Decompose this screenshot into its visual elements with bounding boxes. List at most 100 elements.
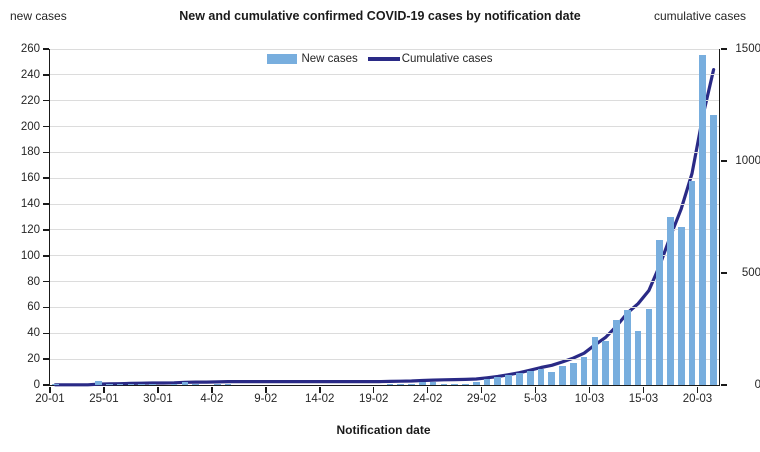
left-axis-tick-label: 40 (27, 327, 40, 340)
x-axis-tick-label: 5-03 (524, 393, 548, 405)
bar (181, 382, 189, 385)
x-axis-tick-label: 4-02 (200, 393, 224, 405)
left-axis-tick (42, 229, 49, 231)
gridline (50, 332, 719, 334)
left-axis-tick-label: 160 (20, 172, 40, 185)
bar (451, 383, 458, 385)
bar (408, 383, 415, 385)
bar (213, 383, 221, 385)
right-axis-tick (720, 272, 727, 274)
bar (516, 373, 523, 385)
bar (548, 372, 556, 385)
x-axis-tick-label: 30-01 (143, 393, 173, 405)
bar (699, 55, 707, 385)
bar (667, 217, 674, 385)
bar (418, 382, 426, 385)
left-axis-tick-label: 100 (20, 249, 40, 262)
gridline (50, 281, 719, 283)
gridline (50, 229, 719, 231)
right-axis-tick (720, 384, 727, 386)
left-axis-tick-label: 240 (20, 68, 40, 81)
bar (645, 308, 653, 385)
bar (386, 383, 394, 385)
x-axis-tick (49, 386, 51, 393)
bar (494, 377, 502, 385)
left-axis-tick (42, 255, 49, 257)
left-axis-tick-label: 180 (20, 146, 40, 159)
x-axis-tick (103, 386, 105, 393)
x-axis-tick (157, 386, 159, 393)
legend-label-cumulative-cases: Cumulative cases (401, 53, 493, 65)
bar (526, 370, 534, 385)
bar (440, 383, 448, 385)
x-axis-tick-label: 20-01 (35, 393, 65, 405)
legend: New cases Cumulative cases (0, 53, 760, 65)
gridline (50, 255, 719, 257)
x-axis-tick (265, 386, 267, 393)
bar (537, 369, 545, 385)
bar (559, 365, 566, 385)
left-axis-tick (42, 306, 49, 309)
left-axis-tick (42, 177, 49, 179)
left-axis-tick-label: 0 (33, 379, 40, 391)
right-axis-tick-label: 1000 (735, 155, 760, 167)
x-axis-tick (372, 386, 375, 393)
bar (580, 356, 588, 385)
x-axis-tick-label: 24-02 (412, 393, 443, 405)
bar (429, 382, 437, 385)
bar (710, 114, 717, 385)
left-axis-tick (42, 74, 49, 76)
bar (688, 180, 696, 385)
left-axis-tick-label: 80 (27, 275, 40, 288)
bar (591, 337, 599, 385)
bar (52, 383, 59, 385)
bar (224, 383, 232, 385)
right-axis-tick-label: 500 (741, 267, 760, 279)
right-axis-tick (720, 160, 727, 162)
left-axis-tick-label: 220 (20, 94, 40, 107)
x-axis-tick (588, 386, 591, 393)
x-axis-tick (426, 386, 429, 393)
left-axis-tick-label: 200 (20, 120, 40, 133)
gridline (50, 100, 719, 102)
x-axis-tick (642, 386, 645, 393)
legend-item-cumulative-cases: Cumulative cases (367, 53, 493, 65)
bar (623, 310, 631, 385)
gridline (50, 306, 719, 308)
new-cases-swatch-icon (267, 54, 298, 64)
left-axis-title: new cases (10, 9, 67, 23)
left-axis-tick (42, 48, 49, 50)
left-axis-tick (42, 332, 49, 335)
legend-label-new-cases: New cases (301, 53, 358, 65)
bar (602, 341, 610, 385)
bar (192, 383, 199, 385)
bar (656, 240, 663, 385)
left-axis-tick-label: 260 (20, 43, 40, 55)
bar (677, 227, 685, 385)
right-axis-tick (720, 48, 727, 50)
bar (483, 378, 491, 385)
left-axis-tick-label: 60 (27, 301, 40, 314)
cumulative-cases-line-icon (367, 57, 400, 61)
x-axis-tick-label: 14-02 (305, 393, 335, 405)
bar (116, 383, 124, 385)
left-axis-tick-label: 120 (20, 223, 40, 236)
chart-title: New and cumulative confirmed COVID-19 ca… (179, 9, 581, 23)
left-axis-tick (42, 125, 49, 128)
bar (127, 383, 135, 385)
plot-area: 0 20 40 60 80 100 120 140 160 180 200 220 240 260 0 500… (21, 43, 760, 405)
x-axis-tick (696, 386, 699, 393)
x-axis-tick (480, 386, 483, 393)
x-axis-tick-label: 15-03 (628, 393, 659, 405)
bar (95, 381, 102, 385)
left-axis-tick (42, 384, 49, 386)
bar (106, 383, 113, 385)
left-axis-tick-label: 20 (27, 353, 40, 366)
left-axis-tick (42, 280, 49, 283)
x-axis-tick-label: 20-03 (682, 393, 713, 405)
x-axis-tick (211, 386, 213, 393)
bar (138, 383, 146, 385)
x-axis-tick-label: 19-02 (358, 393, 389, 405)
bar (505, 374, 512, 385)
